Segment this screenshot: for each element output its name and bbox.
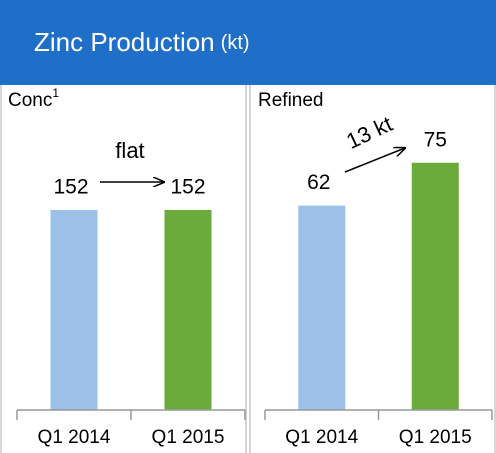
panel-title: Refined	[258, 90, 324, 111]
footnote-marker: 1	[52, 86, 59, 100]
bar	[164, 210, 212, 410]
x-tick-label: Q1 2014	[285, 427, 358, 448]
header-title: Zinc Production	[34, 27, 215, 57]
x-tick-label: Q1 2015	[399, 427, 472, 448]
value-label: 62	[307, 171, 330, 194]
x-tick-label: Q1 2014	[38, 427, 111, 448]
x-tick-label: Q1 2015	[152, 427, 225, 448]
annotation: 13 kt	[342, 111, 396, 154]
value-label: 152	[170, 176, 205, 199]
header: Zinc Production (kt)	[34, 27, 250, 57]
bar	[298, 205, 346, 410]
bar	[50, 210, 98, 410]
panel-title-text: Refined	[258, 90, 324, 111]
value-label: 75	[424, 128, 447, 151]
annotation: flat	[115, 138, 144, 163]
panel-borders	[0, 85, 496, 453]
panel-title: Conc1	[8, 86, 59, 111]
header-bar	[0, 0, 496, 85]
value-label: 152	[53, 176, 88, 199]
panel-title-text: Conc	[8, 90, 52, 111]
bar	[411, 162, 459, 410]
header-unit: (kt)	[221, 32, 250, 54]
arrow	[344, 148, 405, 173]
